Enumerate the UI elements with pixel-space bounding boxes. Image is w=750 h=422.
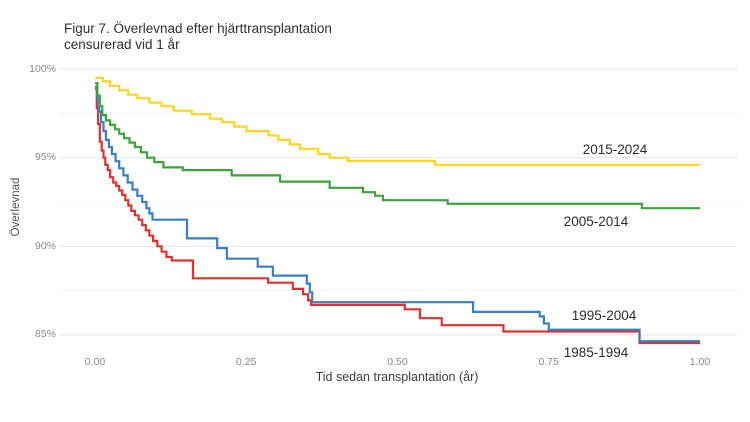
x-tick-label: 0.50 <box>387 356 408 368</box>
survival-curve-2015-2024 <box>95 76 700 166</box>
chart-title-line1: Figur 7. Överlevnad efter hjärttransplan… <box>64 21 332 36</box>
y-tick-label: 100% <box>29 62 56 75</box>
survival-curve-1985-1994 <box>95 87 700 345</box>
y-tick-label: 90% <box>34 239 56 252</box>
x-tick-label: 1.00 <box>689 356 711 368</box>
survival-curve-1995-2004 <box>95 85 700 343</box>
survival-curve-2005-2014 <box>95 82 700 210</box>
y-tick-label: 95% <box>34 151 56 164</box>
series-label-1995-2004: 1995-2004 <box>571 308 637 323</box>
series-label-1985-1994: 1985-1994 <box>563 345 629 360</box>
chart-title: Figur 7. Överlevnad efter hjärttransplan… <box>64 21 332 53</box>
series-label-2015-2024: 2015-2024 <box>582 142 648 157</box>
x-tick-label: 0.00 <box>84 356 106 368</box>
series-label-2005-2014: 2005-2014 <box>563 214 629 229</box>
y-tick-label: 85% <box>34 328 56 341</box>
chart-title-line2: censurerad vid 1 år <box>64 37 180 52</box>
x-tick-label: 0.75 <box>538 356 559 368</box>
x-axis-title: Tid sedan transplantation (år) <box>315 370 479 384</box>
x-tick-label: 0.25 <box>236 356 257 368</box>
